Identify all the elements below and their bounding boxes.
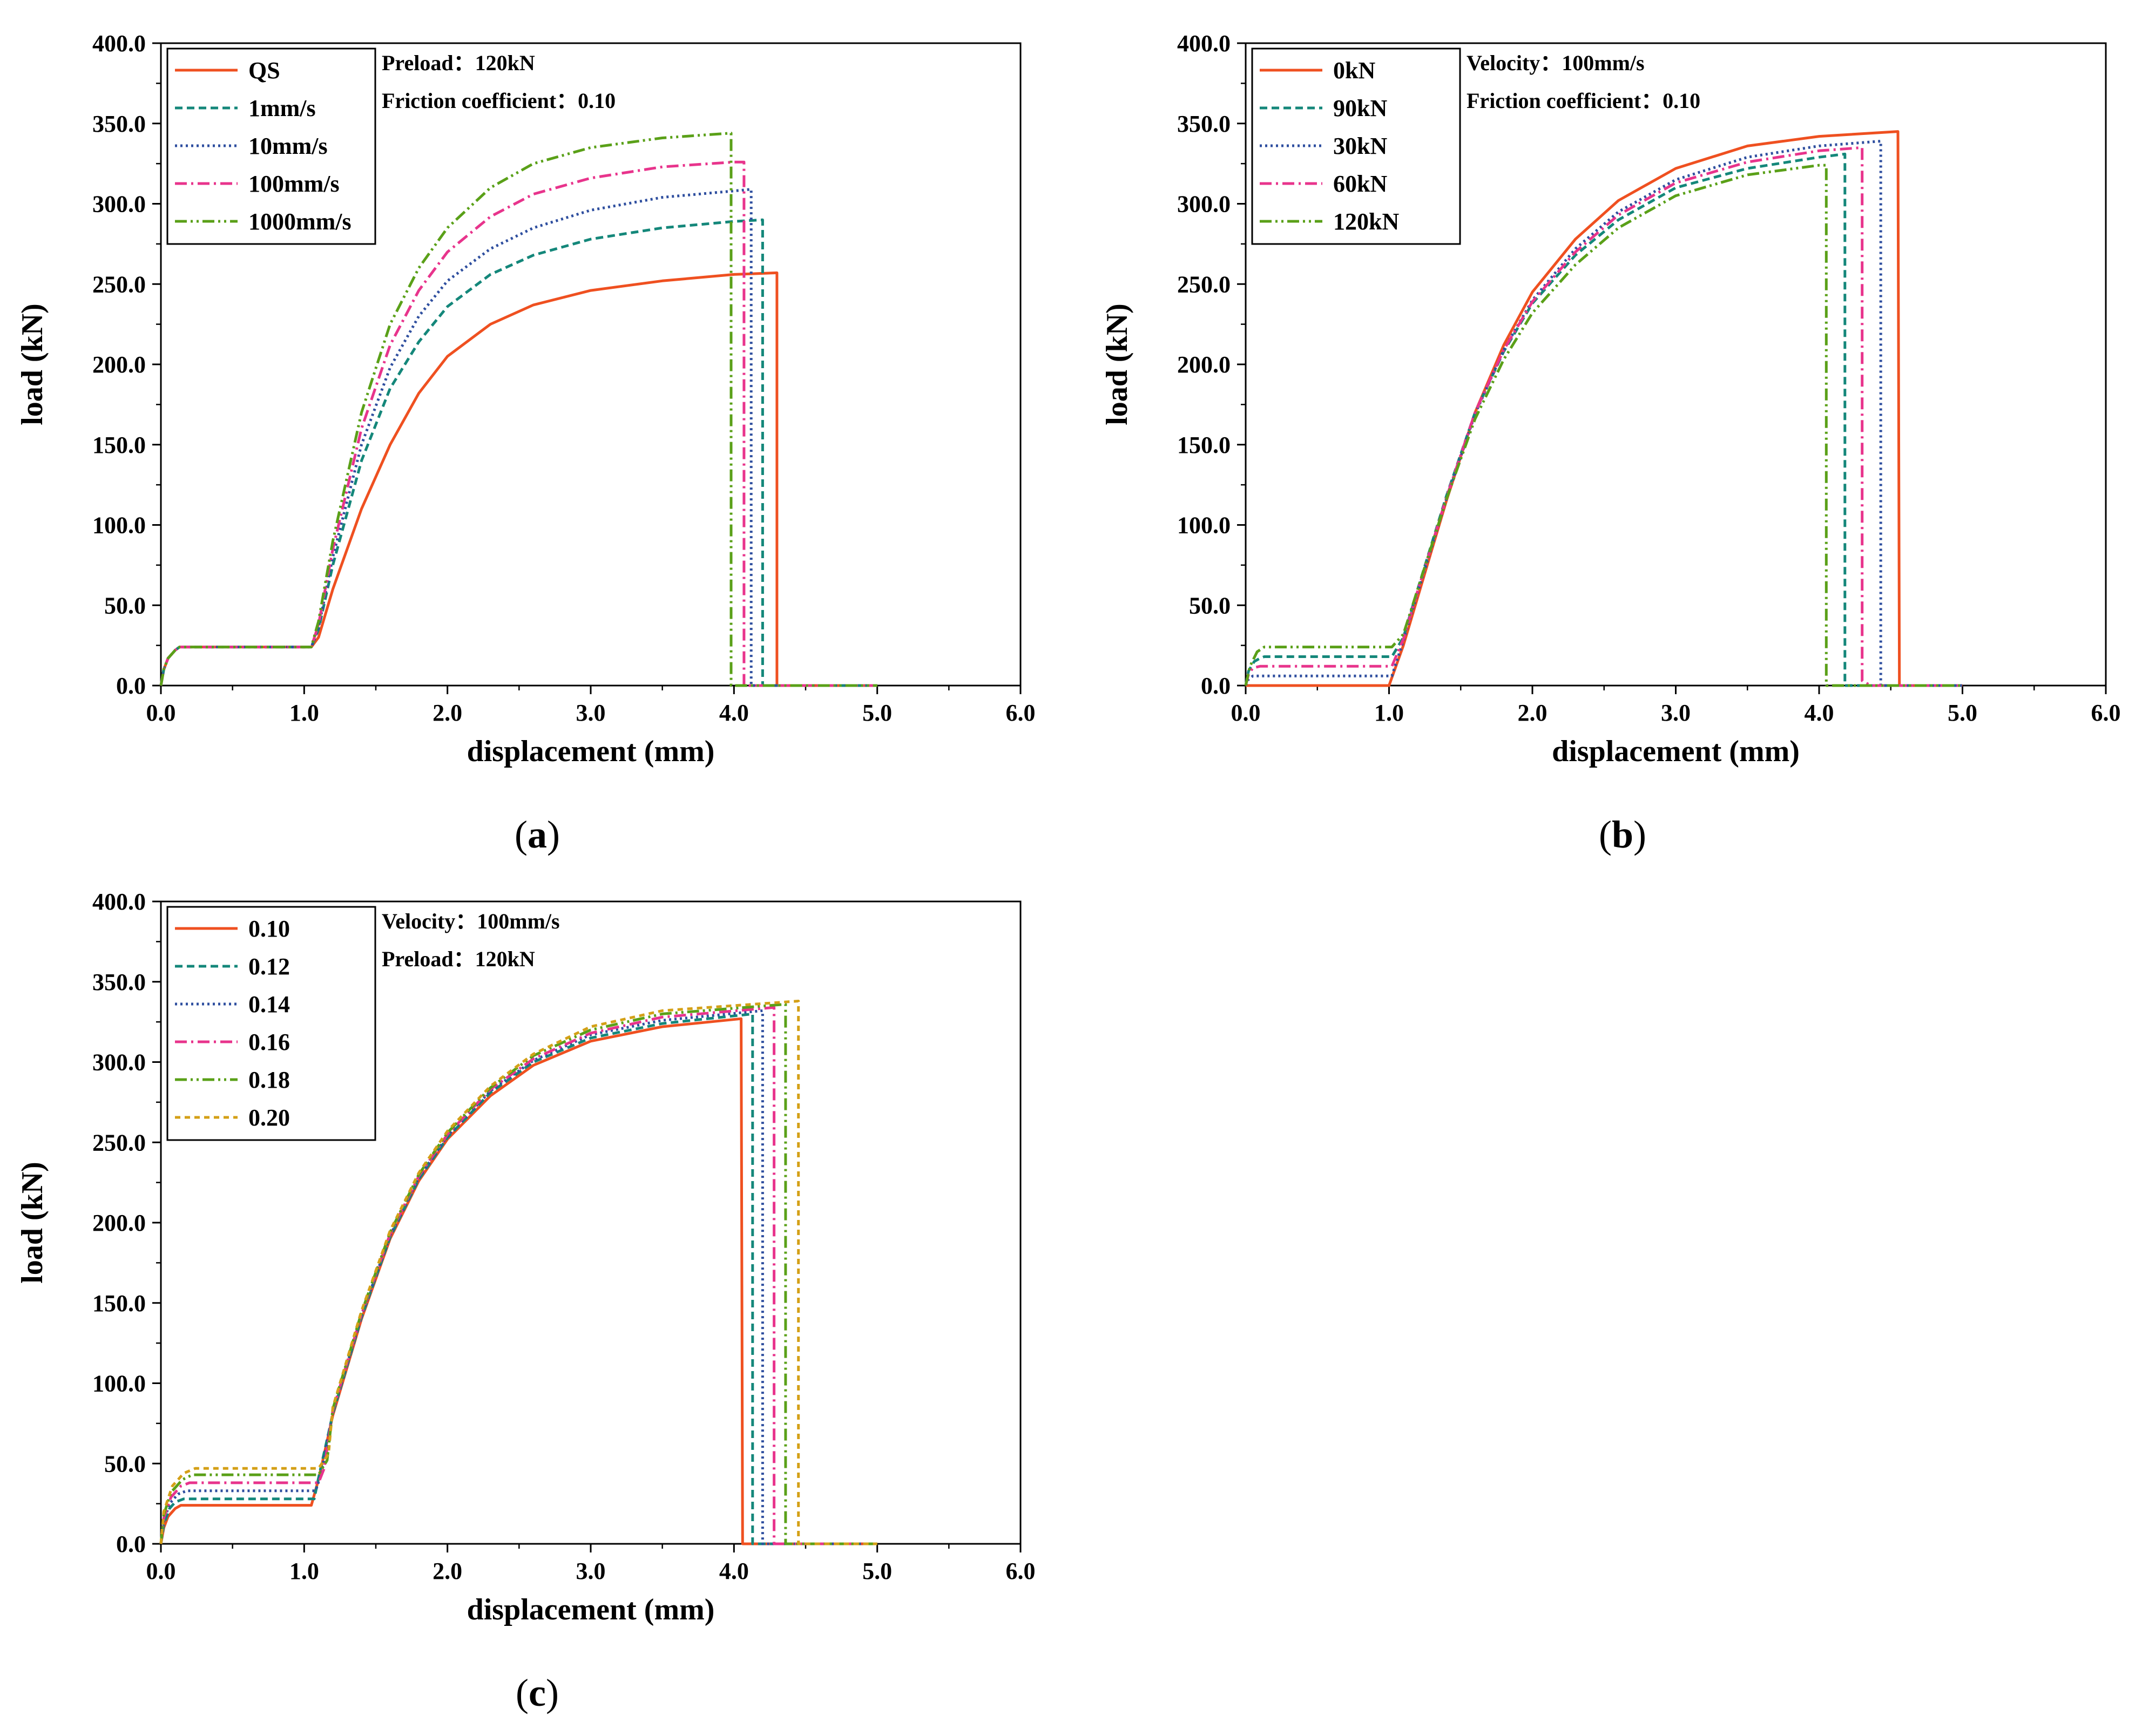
annotation-text: Preload：120kN [382, 51, 535, 75]
legend-entry-label: 90kN [1333, 95, 1387, 121]
legend-entry-label: 0.16 [248, 1029, 290, 1055]
y-tick-label: 50.0 [104, 1450, 146, 1477]
y-tick-label: 300.0 [92, 1049, 146, 1076]
x-tick-label: 1.0 [289, 1558, 319, 1584]
x-tick-label: 6.0 [1006, 1558, 1036, 1584]
x-tick-label: 3.0 [576, 1558, 606, 1584]
series-line-60kn [1244, 146, 1963, 687]
x-tick-label: 6.0 [1006, 700, 1036, 726]
x-tick-label: 4.0 [1805, 700, 1834, 726]
series-line-1000mm-s [159, 132, 877, 687]
y-tick-label: 100.0 [92, 1371, 146, 1397]
y-tick-label: 200.0 [92, 351, 146, 378]
y-axis-title: load (kN) [16, 303, 49, 425]
series-line-10mm-s [159, 188, 877, 687]
legend-entry-label: 0.20 [248, 1104, 290, 1131]
annotation-text: Velocity：100mm/s [382, 909, 560, 933]
series-line-0-20 [159, 1000, 877, 1545]
annotation-text: Preload：120kN [382, 947, 535, 971]
x-tick-label: 1.0 [289, 700, 319, 726]
legend-entry-label: 60kN [1333, 171, 1387, 197]
y-tick-label: 150.0 [92, 432, 146, 458]
panel-label-b: (b) [1599, 813, 1646, 856]
legend-entry-label: QS [248, 57, 280, 84]
y-tick-label: 200.0 [92, 1210, 146, 1236]
y-tick-label: 350.0 [92, 969, 146, 995]
series-line-100mm-s [159, 160, 877, 687]
x-tick-label: 4.0 [719, 700, 749, 726]
x-tick-label: 3.0 [1661, 700, 1691, 726]
y-tick-label: 350.0 [1177, 111, 1231, 137]
y-tick-label: 250.0 [92, 271, 146, 297]
chart-panel-a: 0.0 1.0 2.0 3.0 4.0 5.0 6.0 0.0 50.0 100.0 150.0 20… [16, 30, 1036, 768]
x-axis-title: displacement (mm) [467, 1593, 715, 1626]
x-tick-label: 1.0 [1374, 700, 1404, 726]
legend-entry-label: 0.18 [248, 1067, 290, 1093]
panel-label-a: (a) [515, 813, 560, 856]
y-tick-label: 0.0 [1201, 673, 1231, 699]
y-tick-label: 50.0 [1189, 592, 1231, 619]
series-line-1mm-s [159, 218, 877, 687]
x-tick-label: 5.0 [862, 1558, 892, 1584]
y-tick-label: 150.0 [92, 1290, 146, 1317]
y-axis-title: load (kN) [1100, 303, 1134, 425]
series-line-qs [159, 271, 877, 687]
legend-entry-label: 0.14 [248, 991, 290, 1018]
y-tick-label: 0.0 [116, 673, 146, 699]
legend-entry-label: 10mm/s [248, 133, 328, 159]
y-tick-label: 400.0 [92, 30, 146, 57]
x-tick-label: 0.0 [146, 700, 176, 726]
y-tick-label: 300.0 [92, 191, 146, 218]
x-tick-label: 4.0 [719, 1558, 749, 1584]
x-tick-label: 5.0 [1948, 700, 1977, 726]
y-tick-label: 350.0 [92, 111, 146, 137]
x-tick-label: 2.0 [433, 700, 462, 726]
panel-label-c: (c) [516, 1671, 559, 1714]
legend-entry-label: 0.12 [248, 953, 290, 980]
series-line-30kn [1244, 140, 1963, 687]
legend-entry-label: 100mm/s [248, 171, 340, 197]
legend-entry-label: 0.10 [248, 916, 290, 942]
x-tick-label: 3.0 [576, 700, 606, 726]
y-axis-title: load (kN) [16, 1162, 49, 1284]
legend-entry-label: 30kN [1333, 133, 1387, 159]
chart-panel-b: 0.0 1.0 2.0 3.0 4.0 5.0 6.0 0.0 50.0 100.0 150.0 20… [1100, 30, 2121, 768]
series-line-0-14 [159, 1009, 877, 1545]
y-tick-label: 250.0 [1177, 271, 1231, 297]
annotation-text: Velocity：100mm/s [1467, 51, 1645, 75]
legend-entry-label: 0kN [1333, 57, 1375, 84]
series-line-0kn [1246, 130, 1963, 687]
y-tick-label: 150.0 [1177, 432, 1231, 458]
series-line-120kn [1244, 164, 1963, 687]
y-tick-label: 200.0 [1177, 351, 1231, 378]
x-tick-label: 0.0 [1231, 700, 1261, 726]
y-tick-label: 250.0 [92, 1129, 146, 1156]
y-tick-label: 400.0 [92, 889, 146, 915]
legend-entry-label: 1000mm/s [248, 208, 352, 235]
y-tick-label: 300.0 [1177, 191, 1231, 218]
x-tick-label: 6.0 [2091, 700, 2121, 726]
y-tick-label: 0.0 [116, 1531, 146, 1557]
x-tick-label: 2.0 [1518, 700, 1548, 726]
y-tick-label: 50.0 [104, 592, 146, 619]
y-tick-label: 100.0 [92, 512, 146, 539]
legend-entry-label: 1mm/s [248, 95, 316, 121]
x-axis-title: displacement (mm) [467, 735, 715, 768]
x-tick-label: 2.0 [433, 1558, 462, 1584]
legend-entry-label: 120kN [1333, 208, 1399, 235]
annotation-text: Friction coefficient：0.10 [382, 89, 616, 113]
x-tick-label: 0.0 [146, 1558, 176, 1584]
legend-box [166, 906, 376, 1141]
x-axis-title: displacement (mm) [1552, 735, 1800, 768]
chart-panel-c: 0.0 1.0 2.0 3.0 4.0 5.0 6.0 0.0 50.0 100.0 150.0 20… [16, 889, 1036, 1626]
y-tick-label: 100.0 [1177, 512, 1231, 539]
annotation-text: Friction coefficient：0.10 [1467, 89, 1700, 113]
x-tick-label: 5.0 [862, 700, 892, 726]
series-line-0-18 [159, 1002, 877, 1545]
y-tick-label: 400.0 [1177, 30, 1231, 57]
